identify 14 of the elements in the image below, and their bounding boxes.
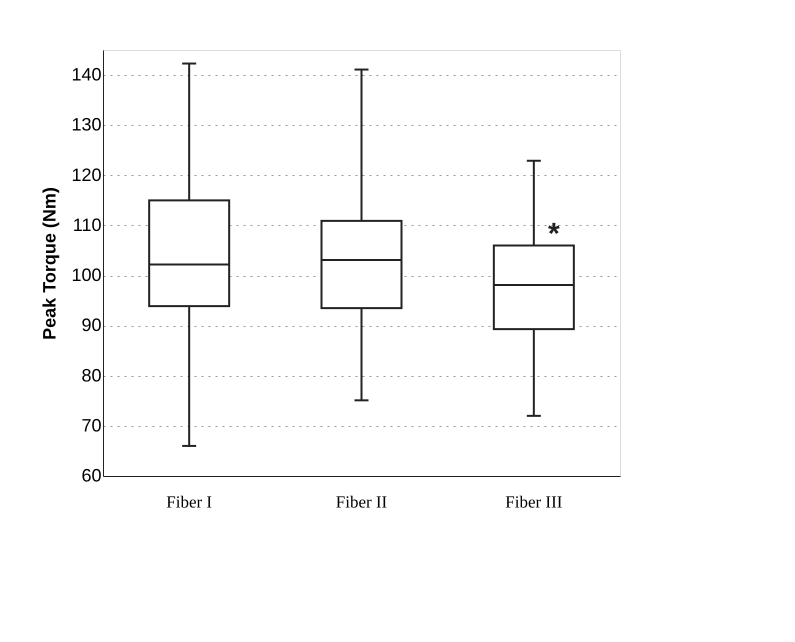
- y-tick-label: 140: [71, 64, 102, 85]
- y-tick-label: 130: [71, 114, 102, 135]
- y-tick-label: 90: [81, 315, 102, 336]
- y-tick-label: 110: [72, 214, 102, 235]
- x-tick-label: Fiber III: [505, 492, 563, 512]
- annotation: *: [548, 217, 560, 250]
- y-tick-label: 70: [81, 415, 102, 436]
- x-tick-label: Fiber I: [166, 492, 212, 512]
- y-tick-label: 80: [81, 365, 102, 386]
- y-tick-label: 120: [71, 164, 102, 185]
- y-tick-label: 60: [81, 466, 102, 486]
- x-tick-label: Fiber II: [336, 492, 388, 512]
- y-axis-title: Peak Torque (Nm): [39, 187, 60, 340]
- y-tick-label: 100: [71, 265, 102, 286]
